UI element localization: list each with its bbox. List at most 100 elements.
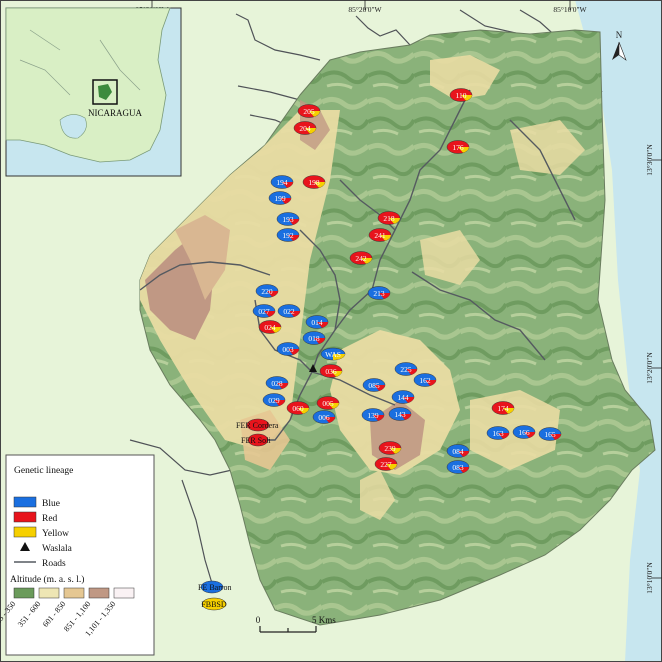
site-label: 227 [380, 460, 392, 469]
site-marker-024: 024 [258, 320, 282, 334]
legend-label-roads: Roads [42, 559, 66, 569]
site-marker-084: 084 [446, 444, 470, 458]
site-marker-wedge [400, 414, 411, 420]
legend-label-red: Red [42, 514, 58, 524]
site-label: 036 [325, 367, 337, 376]
site-marker-060: 060 [286, 401, 310, 415]
site-label: 110 [456, 91, 467, 100]
site-label: 084 [452, 447, 464, 456]
legend-altitude-title: Altitude (m. a. s. l.) [10, 574, 84, 585]
coord-top-2: 85°10'0"W [553, 5, 587, 14]
site-marker-005: 005 [316, 396, 340, 410]
legend-swatch-blue [13, 496, 37, 508]
site-marker-wedge [374, 385, 385, 391]
site-marker-027: 027 [252, 304, 276, 318]
site-marker-wedge [379, 293, 390, 299]
site-label: 003 [282, 345, 294, 354]
site-marker-193: 193 [276, 212, 300, 226]
site-label: 198 [308, 178, 320, 187]
site-marker-022: 022 [277, 304, 301, 318]
site-label: 242 [355, 254, 367, 263]
scale-start-label: 0 [256, 615, 261, 625]
site-label: 143 [394, 410, 406, 419]
site-marker-wedge [524, 432, 535, 438]
site-marker-wedge [264, 311, 276, 317]
site-marker-wedge [389, 218, 400, 224]
site-marker-213: 213 [367, 286, 391, 300]
waslala-marker-icon [309, 364, 317, 372]
site-marker-wedge [550, 434, 561, 440]
site-label: 139 [367, 411, 379, 420]
site-marker-wedge [282, 182, 293, 188]
site-label: 005 [322, 399, 334, 408]
site-marker-wedge [328, 403, 340, 409]
legend-box [5, 454, 155, 656]
site-marker-194: 194 [270, 175, 294, 189]
site-label: 006 [318, 413, 330, 422]
site-marker-241: 241 [368, 228, 392, 242]
site-marker-fbbsd [201, 597, 227, 611]
site-label: 024 [264, 323, 276, 332]
site-marker-205: 205 [297, 104, 321, 118]
site-marker-wedge [386, 464, 397, 470]
north-arrow: N [612, 30, 627, 61]
site-marker-163: 163 [486, 426, 510, 440]
site-label: 162 [419, 376, 431, 385]
site-marker-162: 162 [413, 373, 437, 387]
site-marker-wedge [425, 380, 437, 386]
site-marker-fer-soli [247, 433, 269, 447]
site-label-fer-cordera: FER Cordera [236, 421, 279, 430]
site-marker-083: 083 [446, 460, 470, 474]
site-marker-wedge [317, 322, 329, 328]
legend-label-blue: Blue [42, 499, 60, 509]
site-label: 213 [373, 289, 385, 298]
site-marker-192: 192 [276, 228, 300, 242]
legend-swatch-yellow [13, 526, 37, 538]
site-label: 176 [452, 143, 464, 152]
scale-end-label: 5 Kms [312, 615, 336, 625]
site-label: 083 [452, 463, 464, 472]
coord-right-2: 13°10'0"N [645, 562, 654, 594]
site-label: 205 [303, 107, 315, 116]
site-marker-wedge [277, 383, 288, 389]
coord-right-0: 13°30'0"N [645, 144, 654, 176]
site-marker-wedge [361, 258, 372, 264]
site-marker-fer-cordera [246, 418, 270, 432]
site-marker-110: 110 [449, 88, 473, 102]
site-marker-199: 199 [268, 191, 292, 205]
site-marker-wedge [289, 311, 300, 317]
site-label: 225 [400, 365, 412, 374]
roads [139, 89, 576, 441]
site-marker-144: 144 [391, 390, 415, 404]
site-label: 022 [283, 307, 295, 316]
site-label: 028 [271, 379, 283, 388]
legend-label-waslala: Waslala [42, 544, 73, 554]
site-marker-wedge [461, 95, 472, 101]
site-marker-wedge [309, 111, 321, 117]
inset-map: NICARAGUA [5, 7, 182, 177]
site-marker-wedge [288, 235, 299, 241]
site-marker-003: 003 [276, 342, 300, 356]
site-label-fbbsd: FBBSD [201, 600, 227, 609]
site-marker-wedge [288, 349, 299, 355]
legend-label-yellow: Yellow [42, 529, 69, 539]
site-label: 018 [308, 334, 320, 343]
site-marker-204: 204 [293, 121, 317, 135]
site-label: 199 [274, 194, 286, 203]
site-marker-wedge [314, 182, 325, 188]
sea-area [575, 0, 662, 662]
site-marker-029: 029 [262, 393, 286, 407]
site-label: 085 [368, 381, 380, 390]
altitude-swatch-0 [13, 587, 35, 599]
site-label: 194 [276, 178, 288, 187]
site-label: 029 [268, 396, 280, 405]
site-marker-wedge [331, 371, 342, 377]
inset-locator-box [92, 79, 118, 105]
site-marker-wedge [373, 415, 384, 421]
site-marker-220: 220 [255, 284, 279, 298]
site-marker-242: 242 [349, 251, 373, 265]
site-marker-wedge [270, 327, 281, 333]
site-label: 220 [261, 287, 273, 296]
coord-right-1: 13°20'0"N [645, 352, 654, 384]
